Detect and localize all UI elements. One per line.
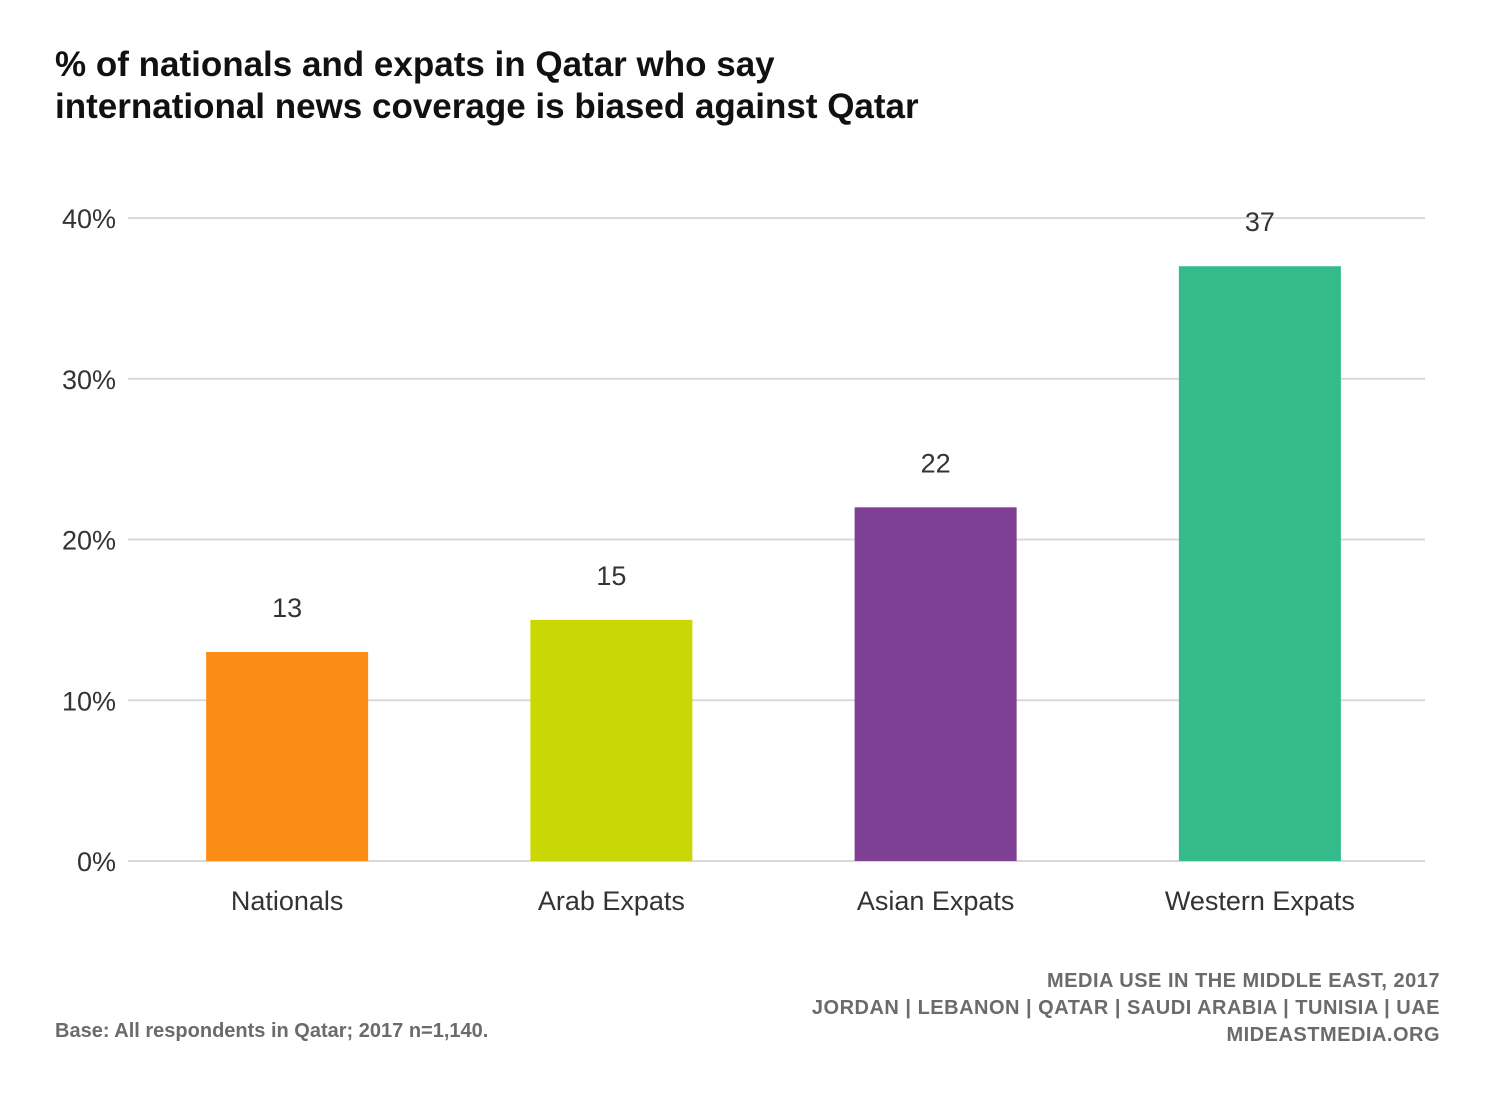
source-line-3: MIDEASTMEDIA.ORG bbox=[1226, 1024, 1440, 1046]
source-line-1: MEDIA USE IN THE MIDDLE EAST, 2017 bbox=[1047, 970, 1440, 992]
data-label: 22 bbox=[921, 448, 951, 478]
y-tick-label: 0% bbox=[77, 847, 116, 877]
source-credit: MEDIA USE IN THE MIDDLE EAST, 2017 JORDA… bbox=[812, 968, 1440, 1049]
base-note: Base: All respondents in Qatar; 2017 n=1… bbox=[55, 1020, 489, 1042]
chart-title-line-2: international news coverage is biased ag… bbox=[55, 87, 919, 126]
x-tick-label: Nationals bbox=[231, 886, 344, 916]
x-tick-label: Asian Expats bbox=[857, 886, 1015, 916]
data-label: 15 bbox=[596, 561, 626, 591]
source-line-2: JORDAN | LEBANON | QATAR | SAUDI ARABIA … bbox=[811, 997, 1440, 1019]
data-label: 37 bbox=[1245, 207, 1275, 237]
y-tick-label: 30% bbox=[62, 365, 116, 395]
chart-title: % of nationals and expats in Qatar who s… bbox=[55, 44, 919, 128]
bar bbox=[1178, 266, 1341, 862]
y-tick-label: 10% bbox=[62, 686, 116, 716]
x-tick-label: Western Expats bbox=[1165, 886, 1355, 916]
bar bbox=[854, 507, 1017, 861]
y-tick-label: 20% bbox=[62, 526, 116, 556]
x-tick-label: Arab Expats bbox=[538, 886, 685, 916]
y-tick-label: 40% bbox=[62, 204, 116, 234]
bar bbox=[530, 619, 693, 861]
bar bbox=[206, 652, 369, 861]
chart-title-line-1: % of nationals and expats in Qatar who s… bbox=[55, 45, 775, 84]
data-label: 13 bbox=[272, 593, 302, 623]
